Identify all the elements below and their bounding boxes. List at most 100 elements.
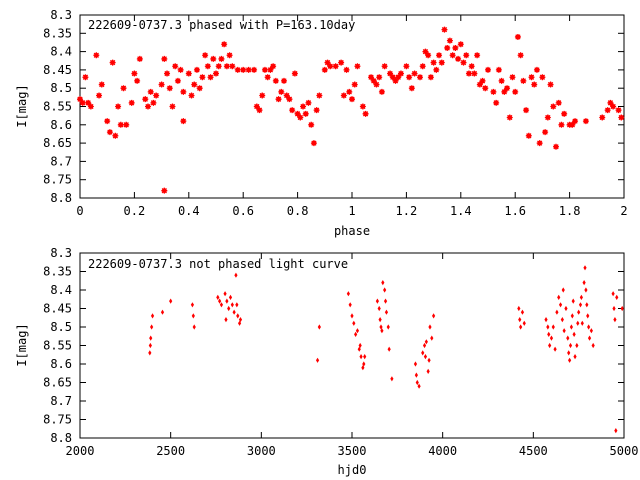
data-point [562, 328, 566, 334]
data-point [471, 70, 478, 77]
data-point [376, 74, 383, 81]
data-point [377, 305, 381, 312]
data-point [564, 305, 568, 312]
y-tick-label: 8.5 [50, 81, 72, 95]
data-point [446, 37, 453, 44]
data-point [463, 52, 470, 59]
data-point [278, 88, 285, 95]
data-point [87, 103, 94, 110]
data-point [281, 77, 287, 84]
not-phased-light-curve-plot: 2000 2500 3000 3500 4000 4500 5000 8.38.358.48… [15, 246, 638, 477]
y-tick-label: 8.7 [50, 394, 72, 408]
data-point [235, 302, 239, 308]
plot-title: 222609-0737.3 phased with P=163.10day [88, 18, 355, 32]
data-point [136, 55, 143, 62]
data-point [313, 107, 320, 114]
data-point [536, 140, 543, 147]
data-point [381, 280, 385, 286]
data-point [169, 103, 176, 110]
data-point [441, 26, 448, 33]
data-point [261, 66, 268, 73]
data-point [166, 85, 173, 92]
data-point [315, 357, 320, 363]
data-point [560, 317, 564, 323]
data-point [379, 324, 383, 330]
y-axis-ticks: 8.3 8.35 8.4 8.45 8.5 8.55 8.6 8.65 8.7 8.75 8.8 [43, 246, 624, 445]
data-point [544, 114, 551, 121]
data-point [300, 103, 307, 110]
x-tick-label: 1.8 [559, 204, 581, 218]
data-point [578, 302, 583, 308]
data-point [238, 317, 243, 323]
data-point [482, 85, 489, 92]
data-point [149, 335, 153, 341]
data-point [569, 324, 574, 330]
data-point [449, 52, 456, 59]
data-point [226, 52, 233, 59]
data-point [457, 41, 464, 48]
data-point [561, 287, 565, 293]
data-point [460, 59, 467, 66]
data-point [128, 99, 135, 106]
data-point [283, 92, 290, 99]
plot-frame [79, 14, 625, 199]
data-point [561, 110, 568, 117]
data-point [572, 331, 576, 337]
data-point [498, 77, 505, 84]
data-point [227, 305, 231, 312]
data-point [576, 320, 580, 326]
data-point [522, 320, 526, 326]
data-point [568, 357, 572, 363]
data-point [221, 41, 228, 48]
data-point [354, 331, 358, 337]
data-point [517, 305, 521, 312]
plot-frame [79, 252, 625, 439]
x-axis-title: phase [334, 224, 370, 238]
data-point [210, 55, 217, 62]
data-point [218, 298, 222, 304]
phased-light-curve-plot: 0 0.2 0.4 0.6 0.8 1 1.2 1.4 1.6 1.8 2 8.38.358.48.… [15, 8, 628, 238]
data-point [338, 59, 345, 66]
x-tick-label: 3000 [247, 444, 276, 458]
data-point [368, 74, 375, 81]
data-point [417, 74, 423, 81]
data-point [259, 92, 266, 99]
y-tick-label: 8.8 [50, 191, 72, 205]
data-point [148, 350, 152, 356]
data-point [188, 92, 195, 99]
data-point [523, 107, 530, 114]
data-point [397, 70, 404, 77]
data-point [512, 88, 519, 95]
data-point [504, 85, 511, 92]
data-point [546, 324, 550, 330]
data-point [569, 121, 576, 128]
data-point [169, 298, 173, 304]
data-point [131, 70, 138, 77]
data-point [223, 291, 227, 297]
data-point [362, 361, 366, 367]
data-point [348, 302, 352, 308]
data-point [551, 324, 555, 330]
data-point [153, 92, 160, 99]
data-point [567, 350, 571, 356]
data-point [158, 81, 165, 88]
data-point [234, 272, 238, 278]
data-point [474, 52, 481, 59]
data-point [428, 324, 432, 330]
x-tick-label: 1.2 [396, 204, 418, 218]
data-point [378, 88, 385, 95]
data-point [370, 77, 377, 84]
data-point [419, 63, 426, 70]
data-point [316, 92, 323, 99]
data-point [85, 99, 92, 106]
data-point [267, 66, 274, 73]
data-point [577, 309, 581, 315]
data-point [109, 59, 116, 66]
data-point [392, 77, 399, 84]
data-point [207, 74, 214, 81]
data-point [213, 70, 219, 77]
data-point [427, 357, 431, 363]
data-point [539, 74, 546, 81]
data-point [196, 85, 203, 92]
data-point [362, 110, 369, 117]
